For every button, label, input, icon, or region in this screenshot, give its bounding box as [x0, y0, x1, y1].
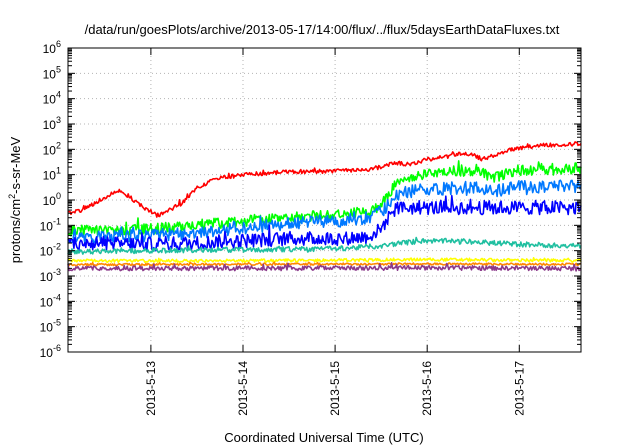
y-tick-label-exponent: -3	[53, 267, 61, 277]
series-line	[67, 179, 582, 245]
y-tick-label-base: 10	[43, 118, 57, 132]
y-tick-label-base: 10	[40, 346, 54, 360]
y-tick-label: 102	[43, 140, 61, 157]
y-tick-label: 10-3	[40, 267, 61, 284]
y-tick-label: 10-4	[40, 292, 61, 309]
x-axis-tick-labels: 2013-5-13 2013-5-14 2013-5-15 2013-5-16 2013…	[144, 361, 526, 416]
y-tick-label: 103	[43, 115, 61, 132]
y-axis-label-rest: -s-sr-MeV	[8, 136, 23, 193]
x-tick-label: 2013-5-17	[512, 361, 526, 416]
y-tick-label-base: 10	[40, 245, 54, 259]
y-tick-label-exponent: -2	[53, 242, 61, 252]
y-tick-label: 100	[43, 191, 61, 208]
y-tick-label-exponent: -6	[53, 343, 61, 353]
y-tick-label-exponent: -4	[53, 292, 61, 302]
y-tick-label-base: 10	[43, 93, 57, 107]
y-tick-label: 10-5	[40, 318, 61, 335]
y-axis-label: protons/cm2-s-sr-MeV	[7, 136, 23, 263]
y-tick-label-exponent: 0	[56, 191, 61, 201]
x-axis-label: Coordinated Universal Time (UTC)	[224, 430, 423, 445]
grid-lines	[68, 48, 581, 352]
series-line	[67, 257, 582, 264]
y-tick-label-exponent: -5	[53, 318, 61, 328]
y-tick-label: 106	[43, 39, 61, 56]
y-tick-label-base: 10	[40, 295, 54, 309]
x-tick-label: 2013-5-16	[420, 361, 434, 416]
y-tick-label-base: 10	[43, 143, 57, 157]
y-tick-label-base: 10	[40, 219, 54, 233]
series-line	[67, 141, 582, 218]
x-tick-label: 2013-5-14	[236, 361, 250, 416]
y-tick-label-exponent: 5	[56, 64, 61, 74]
y-axis-label-base: protons/cm	[8, 199, 23, 263]
y-tick-label-exponent: 3	[56, 115, 61, 125]
y-tick-label: 10-2	[40, 242, 61, 259]
y-tick-label-base: 10	[43, 67, 57, 81]
y-tick-label-exponent: 2	[56, 140, 61, 150]
y-axis-label-superscript: 2	[7, 194, 17, 199]
chart-title: /data/run/goesPlots/archive/2013-05-17/1…	[85, 22, 560, 37]
y-tick-label: 104	[43, 90, 61, 107]
axis-ticks	[68, 47, 581, 353]
y-tick-label-exponent: 1	[56, 166, 61, 176]
x-tick-label: 2013-5-15	[328, 361, 342, 416]
series-lines	[67, 141, 582, 272]
series-line	[67, 262, 582, 272]
y-tick-label-base: 10	[40, 321, 54, 335]
y-tick-label: 10-1	[40, 216, 61, 233]
x-tick-label: 2013-5-13	[144, 361, 158, 416]
y-tick-label-exponent: 4	[56, 90, 61, 100]
series-line	[67, 236, 582, 256]
y-tick-label-base: 10	[43, 42, 57, 56]
y-axis-tick-labels: 10-610-510-410-310-210-11001011021031041…	[40, 39, 61, 360]
y-tick-label-base: 10	[43, 169, 57, 183]
y-tick-label-exponent: 6	[56, 39, 61, 49]
y-tick-label: 105	[43, 64, 61, 81]
y-tick-label-base: 10	[40, 270, 54, 284]
y-tick-label: 101	[43, 166, 61, 183]
y-tick-label: 10-6	[40, 343, 61, 360]
y-tick-label-exponent: -1	[53, 216, 61, 226]
y-tick-label-base: 10	[43, 194, 57, 208]
